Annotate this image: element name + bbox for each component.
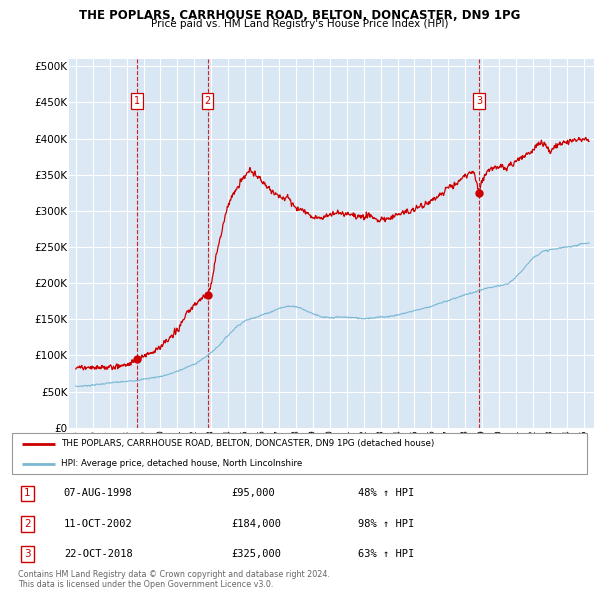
Text: 3: 3 xyxy=(476,96,482,106)
Text: £184,000: £184,000 xyxy=(231,519,281,529)
Text: HPI: Average price, detached house, North Lincolnshire: HPI: Average price, detached house, Nort… xyxy=(61,460,302,468)
Text: 98% ↑ HPI: 98% ↑ HPI xyxy=(358,519,414,529)
Text: £325,000: £325,000 xyxy=(231,549,281,559)
Text: 22-OCT-2018: 22-OCT-2018 xyxy=(64,549,133,559)
Text: 11-OCT-2002: 11-OCT-2002 xyxy=(64,519,133,529)
Text: 1: 1 xyxy=(24,489,31,499)
Text: 63% ↑ HPI: 63% ↑ HPI xyxy=(358,549,414,559)
Text: THE POPLARS, CARRHOUSE ROAD, BELTON, DONCASTER, DN9 1PG: THE POPLARS, CARRHOUSE ROAD, BELTON, DON… xyxy=(79,9,521,22)
Text: 1: 1 xyxy=(134,96,140,106)
Text: 2: 2 xyxy=(205,96,211,106)
Text: 07-AUG-1998: 07-AUG-1998 xyxy=(64,489,133,499)
Text: THE POPLARS, CARRHOUSE ROAD, BELTON, DONCASTER, DN9 1PG (detached house): THE POPLARS, CARRHOUSE ROAD, BELTON, DON… xyxy=(61,439,434,448)
Text: Contains HM Land Registry data © Crown copyright and database right 2024.
This d: Contains HM Land Registry data © Crown c… xyxy=(18,570,330,589)
Text: 3: 3 xyxy=(24,549,31,559)
Text: Price paid vs. HM Land Registry's House Price Index (HPI): Price paid vs. HM Land Registry's House … xyxy=(151,19,449,30)
FancyBboxPatch shape xyxy=(12,433,587,474)
Bar xyxy=(137,59,208,428)
Text: 48% ↑ HPI: 48% ↑ HPI xyxy=(358,489,414,499)
Bar xyxy=(208,59,479,428)
Text: 2: 2 xyxy=(24,519,31,529)
Text: £95,000: £95,000 xyxy=(231,489,275,499)
